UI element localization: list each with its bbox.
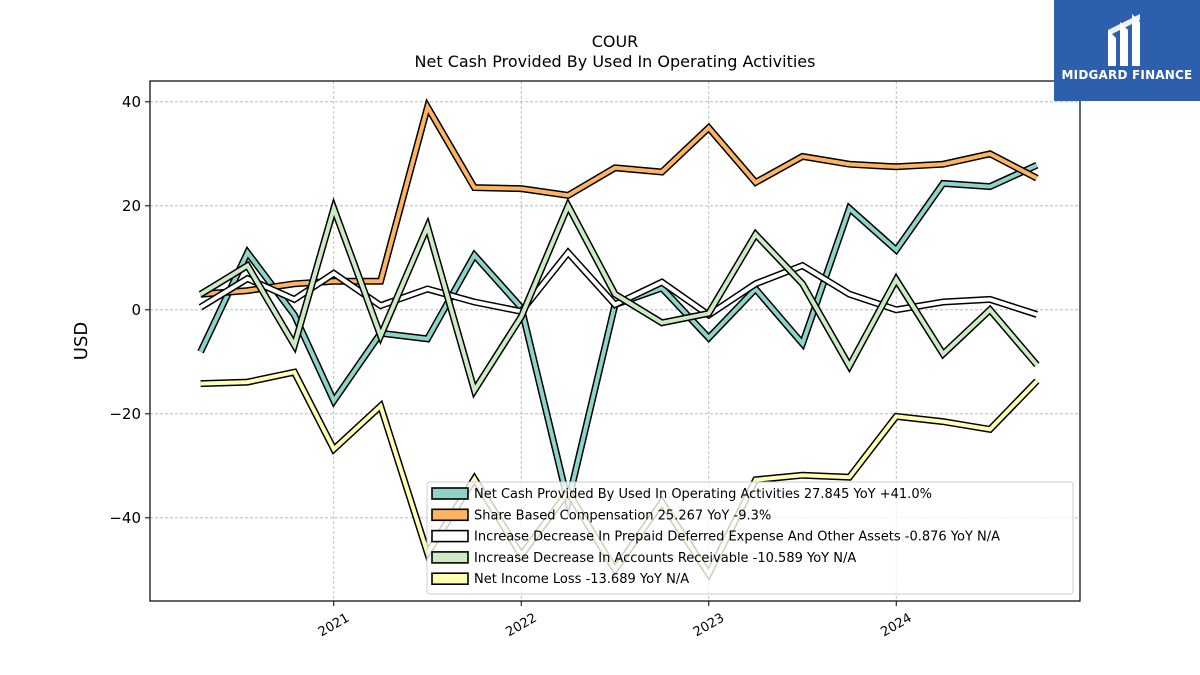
midgard-logo-icon <box>1108 14 1140 66</box>
y-tick-label: −40 <box>109 509 141 527</box>
legend-box <box>426 481 1074 595</box>
series-line <box>199 201 1039 396</box>
series-line <box>200 101 1038 297</box>
y-tick-label: 0 <box>131 301 141 319</box>
legend-entry: Increase Decrease In Accounts Receivable… <box>474 551 856 566</box>
x-tick-label: 2024 <box>878 611 914 641</box>
legend-swatch <box>431 508 469 522</box>
plot-frame <box>149 80 1081 602</box>
legend: Net Cash Provided By Used In Operating A… <box>426 481 1074 595</box>
series-line-outline <box>200 97 1039 298</box>
legend-entry: Increase Decrease In Prepaid Deferred Ex… <box>474 530 1000 545</box>
series-3 <box>198 197 1040 399</box>
chart-title: COUR <box>592 32 639 51</box>
legend-entry: Net Income Loss -13.689 YoY N/A <box>474 572 689 587</box>
legend-swatch <box>431 487 469 500</box>
x-tick-label: 2023 <box>691 611 727 641</box>
brand-logo: MIDGARD FINANCE <box>1054 0 1200 101</box>
series-group <box>197 97 1040 582</box>
legend-entry: Net Cash Provided By Used In Operating A… <box>474 487 932 502</box>
chart-subtitle: Net Cash Provided By Used In Operating A… <box>415 52 816 71</box>
y-tick-label: 40 <box>122 93 141 111</box>
legend-swatch <box>431 529 469 543</box>
series-0 <box>197 162 1039 518</box>
series-1 <box>200 97 1039 298</box>
series-line <box>199 249 1038 318</box>
x-tick-label: 2022 <box>503 611 539 641</box>
y-tick-label: −20 <box>109 405 141 423</box>
legend-swatch <box>431 551 469 564</box>
y-axis-label: USD <box>71 322 92 360</box>
legend-swatch <box>431 572 469 586</box>
legend-entry: Share Based Compensation 25.267 YoY -9.3… <box>474 508 771 523</box>
x-tick-label: 2021 <box>316 611 352 641</box>
y-tick-label: 20 <box>122 197 141 215</box>
brand-logo-text: MIDGARD FINANCE <box>1061 68 1193 82</box>
series-line <box>198 163 1038 511</box>
series-2 <box>198 247 1038 320</box>
series-line-outline <box>197 162 1039 518</box>
